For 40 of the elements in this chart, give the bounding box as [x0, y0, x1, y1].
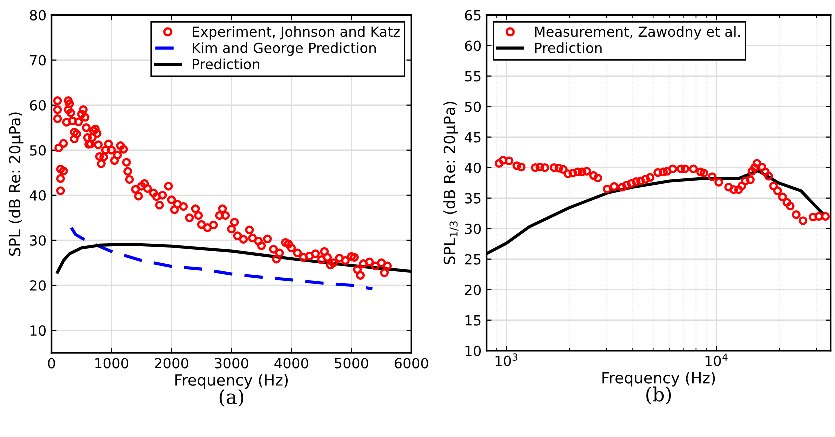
- y-tick-label: 15: [466, 316, 481, 326]
- legend-label: Prediction: [193, 58, 260, 70]
- legend-label: Experiment, Johnson and Katz: [193, 26, 400, 40]
- x-tick-label: 6000: [394, 358, 428, 369]
- x-axis-title: Frequency (Hz): [176, 374, 288, 389]
- y-tick-label: 10: [30, 326, 46, 336]
- y-tick-label: 65: [465, 10, 481, 21]
- x-tick-label: 5000: [335, 358, 368, 369]
- legend-label: Prediction: [535, 42, 602, 54]
- y-tick-label: 35: [465, 193, 481, 204]
- x-tick-label: 4000: [274, 358, 308, 369]
- y-tick-label: 20: [465, 284, 482, 296]
- x-tick-label: 2000: [155, 358, 188, 369]
- y-tick-label: 60: [30, 100, 46, 111]
- y-tick-label: 30: [465, 224, 482, 234]
- y-tick-label: 50: [30, 145, 46, 156]
- legend-label: Measurement, Zawodny et al.: [535, 26, 740, 40]
- y-tick-label: 30: [30, 235, 46, 246]
- x-tick-label: 1000: [96, 358, 128, 369]
- y-tick-label: 10: [466, 346, 482, 356]
- y-tick-label: 40: [464, 162, 482, 174]
- legend-label: Kim and George Prediction: [193, 42, 376, 56]
- y-tick-label: 20: [30, 280, 46, 292]
- y-tick-label: 40: [30, 190, 46, 201]
- x-tick-label: 3000: [215, 358, 248, 369]
- y-tick-label: 60: [465, 40, 482, 52]
- x-tick-label: 10$^{4}$: [706, 354, 728, 366]
- y-axis-title: SPL$_{1/3}$ (dB Re: 20μPa): [444, 102, 459, 265]
- text: (b): [646, 386, 672, 405]
- x-tick-label: 10$^{3}$: [496, 354, 518, 366]
- y-tick-label: 25: [465, 254, 481, 265]
- y-tick-label: 50: [465, 102, 482, 112]
- y-axis-title: SPL (dB Re: 20μPa): [8, 112, 24, 256]
- y-tick-label: 55: [465, 71, 481, 82]
- text: (a): [220, 389, 244, 408]
- y-tick-label: 45: [464, 132, 481, 143]
- x-axis-title: Frequency (Hz): [602, 372, 716, 387]
- y-tick-label: 80: [30, 10, 46, 21]
- x-tick-label: 0: [48, 358, 56, 369]
- y-tick-label: 70: [30, 55, 46, 66]
